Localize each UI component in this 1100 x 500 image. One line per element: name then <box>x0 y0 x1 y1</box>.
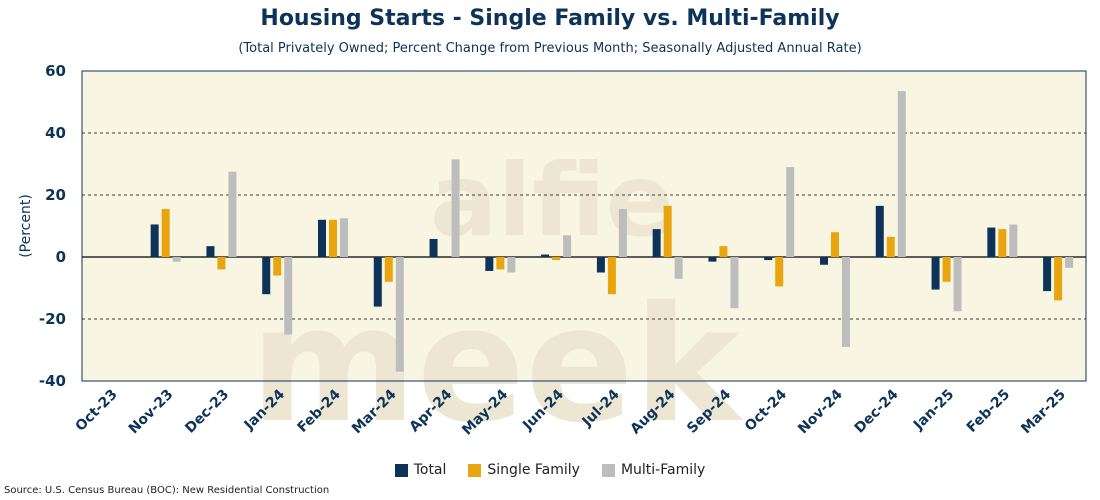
bar-single-family <box>719 246 728 257</box>
source-note: Source: U.S. Census Bureau (BOC): New Re… <box>4 485 330 496</box>
chart-title: Housing Starts - Single Family vs. Multi… <box>260 6 840 31</box>
x-tick-label: Jan-25 <box>910 387 957 434</box>
legend-item-total: Total <box>394 462 447 478</box>
x-tick-label: Oct-23 <box>73 387 121 435</box>
legend-swatch-total <box>394 463 408 477</box>
bar-multi-family <box>1065 257 1074 268</box>
legend-swatch-single-family <box>468 463 482 477</box>
plot-border <box>81 70 1087 382</box>
bar-single-family <box>384 257 393 282</box>
bar-single-family <box>217 257 226 270</box>
x-tick-label: Mar-25 <box>1018 387 1069 438</box>
y-axis-label: (Percent) <box>18 194 34 258</box>
bar-total <box>485 257 494 271</box>
bar-total <box>708 257 717 262</box>
bar-single-family <box>998 229 1007 257</box>
bar-total <box>875 205 884 257</box>
legend-item-multi-family: Multi-Family <box>601 462 706 478</box>
bar-single-family <box>161 208 170 257</box>
bar-total <box>652 229 661 257</box>
bar-multi-family <box>340 218 348 257</box>
legend: Total Single Family Multi-Family <box>0 462 1100 478</box>
bar-multi-family <box>842 257 850 347</box>
watermark-text-1: alfie <box>430 142 674 259</box>
bar-total <box>373 257 382 307</box>
bar-single-family <box>496 257 505 270</box>
x-tick-label: Oct-24 <box>742 386 790 434</box>
y-tick-label: -20 <box>39 310 66 328</box>
bar-multi-family <box>618 208 627 257</box>
bar-multi-family <box>228 171 237 257</box>
chart-subtitle: (Total Privately Owned; Percent Change f… <box>238 41 862 56</box>
bar-multi-family <box>284 257 293 335</box>
bar-multi-family <box>507 257 516 273</box>
bar-total <box>318 219 326 257</box>
bar-multi-family <box>786 167 795 257</box>
plot-background <box>82 71 1086 381</box>
bar-total <box>596 257 605 273</box>
y-tick-label: 20 <box>45 186 66 204</box>
y-tick-label: 60 <box>45 62 66 80</box>
bar-total <box>820 257 828 265</box>
bar-single-family <box>663 205 672 257</box>
bar-multi-family <box>953 257 962 312</box>
y-tick-label: -40 <box>39 372 66 390</box>
x-tick-label: Dec-24 <box>852 386 902 436</box>
bar-multi-family <box>563 235 572 257</box>
bar-total <box>150 224 159 257</box>
watermark: alfie meek <box>250 142 744 458</box>
bar-single-family <box>831 232 839 257</box>
x-tick-label: Dec-23 <box>182 387 232 437</box>
bar-multi-family <box>674 257 683 279</box>
x-tick-label: Nov-24 <box>795 386 846 437</box>
bar-multi-family <box>451 159 460 257</box>
legend-label-total: Total <box>413 462 447 478</box>
bar-total <box>931 257 940 290</box>
x-tick-label: Nov-23 <box>126 387 177 438</box>
bar-single-family <box>329 219 337 257</box>
bar-total <box>262 257 271 295</box>
bar-multi-family <box>395 257 404 372</box>
y-axis-ticks: -40 -20 0 20 40 60 <box>39 62 66 390</box>
bar-total <box>429 239 438 257</box>
bar-single-family <box>775 257 784 287</box>
y-tick-label: 40 <box>45 124 66 142</box>
legend-swatch-multi-family <box>601 463 615 477</box>
bar-single-family <box>552 257 561 261</box>
bar-multi-family <box>730 257 739 309</box>
bar-total <box>987 227 996 257</box>
bar-single-family <box>886 236 895 257</box>
gridlines <box>82 132 1086 320</box>
x-tick-label: Feb-25 <box>964 387 1013 436</box>
bar-total <box>1043 257 1052 292</box>
bar-single-family <box>942 257 951 282</box>
bar-total <box>541 254 550 257</box>
y-tick-label: 0 <box>56 248 66 266</box>
legend-label-single-family: Single Family <box>487 462 580 478</box>
bar-multi-family <box>172 257 181 262</box>
bar-single-family <box>607 257 616 295</box>
bar-total <box>764 257 773 261</box>
bar-multi-family <box>897 91 906 258</box>
bar-multi-family <box>1009 224 1018 257</box>
watermark-text-2: meek <box>250 271 744 458</box>
bars <box>94 91 1074 372</box>
bar-total <box>206 246 215 257</box>
bar-single-family <box>273 257 282 276</box>
legend-label-multi-family: Multi-Family <box>620 462 706 478</box>
legend-item-single-family: Single Family <box>468 462 580 478</box>
bar-single-family <box>1054 257 1063 301</box>
